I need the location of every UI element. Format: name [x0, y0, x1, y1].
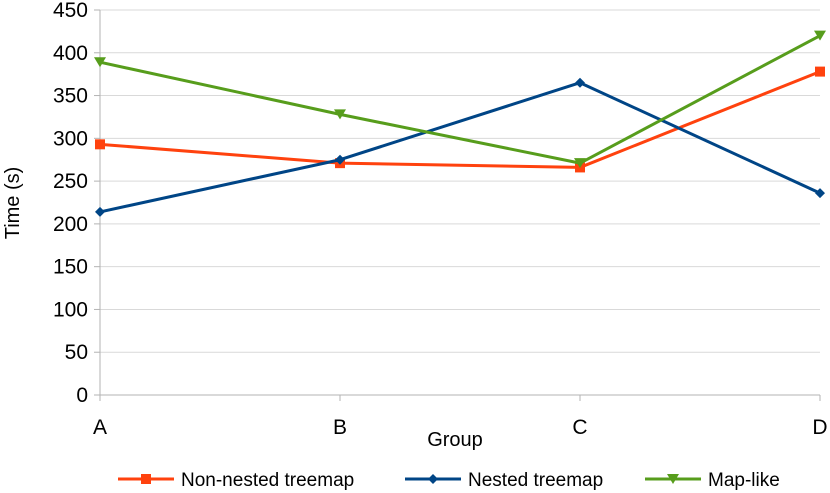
y-tick-label: 450 — [53, 0, 88, 22]
data-point-map-like — [334, 109, 346, 120]
series-lines — [94, 30, 826, 217]
x-tick-label: B — [333, 416, 347, 439]
series-map-like — [94, 30, 826, 169]
series-nested-treemap — [95, 77, 825, 217]
x-tick-label: D — [812, 416, 827, 439]
legend-marker — [428, 474, 438, 484]
legend-label: Nested treemap — [468, 470, 603, 491]
legend-marker — [141, 474, 151, 484]
x-tick-label: C — [572, 416, 587, 439]
data-point-nested-treemap — [95, 206, 105, 217]
series-line-nested-treemap — [98, 81, 822, 214]
series-line-map-like — [98, 34, 822, 165]
legend-item-non-nested-treemap: Non-nested treemap — [118, 470, 354, 491]
data-point-nested-treemap — [335, 154, 345, 165]
y-tick-label: 150 — [53, 256, 88, 279]
data-point-non-nested-treemap — [95, 139, 105, 150]
y-tick-label: 350 — [53, 85, 88, 108]
axes — [94, 9, 821, 401]
legend-item-nested-treemap: Nested treemap — [405, 470, 603, 491]
y-tick-label: 300 — [53, 127, 88, 150]
data-point-map-like — [94, 57, 106, 68]
x-tick-labels: A B C D — [93, 416, 828, 439]
gridlines — [100, 9, 820, 353]
data-point-nested-treemap — [575, 77, 585, 88]
y-tick-label: 100 — [53, 298, 88, 321]
y-tick-label: 200 — [53, 213, 88, 236]
y-tick-label: 50 — [65, 341, 88, 364]
y-axis-title: Time (s) — [2, 167, 24, 240]
x-tick-label: A — [93, 416, 107, 439]
data-point-map-like — [574, 158, 586, 169]
y-tick-label: 400 — [53, 42, 88, 65]
legend-marker — [667, 474, 679, 484]
y-tick-labels: 0 50 100 150 200 250 300 350 400 450 — [53, 0, 88, 407]
series-line-non-nested-treemap — [98, 70, 822, 169]
legend-item-map-like: Map-like — [645, 470, 780, 491]
data-point-map-like — [814, 30, 826, 41]
legend: Non-nested treemap Nested treemap Map-like — [118, 470, 780, 491]
legend-label: Map-like — [708, 470, 780, 491]
data-point-non-nested-treemap — [815, 66, 825, 77]
x-axis-title: Group — [427, 429, 483, 451]
y-tick-label: 0 — [76, 384, 88, 407]
data-point-nested-treemap — [815, 188, 825, 199]
series-non-nested-treemap — [95, 66, 825, 173]
legend-label: Non-nested treemap — [181, 470, 354, 491]
y-tick-label: 250 — [53, 170, 88, 193]
